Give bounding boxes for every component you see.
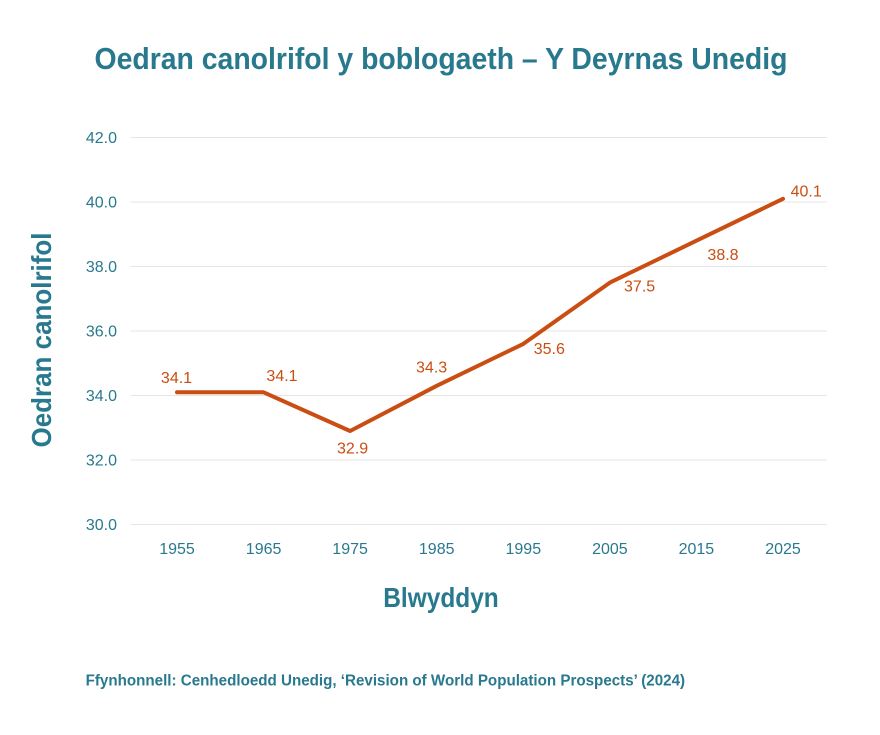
svg-text:2015: 2015 [679, 541, 715, 558]
svg-text:1995: 1995 [506, 541, 542, 558]
svg-text:1985: 1985 [419, 541, 455, 558]
svg-text:34.0: 34.0 [86, 388, 117, 405]
svg-text:32.0: 32.0 [86, 453, 117, 470]
svg-text:Oedran canolrifol y boblogaeth: Oedran canolrifol y boblogaeth – Y Deyrn… [95, 41, 788, 76]
svg-text:1975: 1975 [332, 541, 368, 558]
svg-text:37.5: 37.5 [624, 279, 655, 296]
svg-text:40.0: 40.0 [86, 195, 117, 212]
svg-text:34.3: 34.3 [416, 360, 447, 377]
svg-text:1955: 1955 [159, 541, 195, 558]
svg-text:38.0: 38.0 [86, 259, 117, 276]
svg-text:Oedran canolrifol: Oedran canolrifol [26, 233, 57, 448]
svg-text:2025: 2025 [765, 541, 801, 558]
svg-text:35.6: 35.6 [534, 341, 565, 358]
svg-text:Ffynhonnell: Cenhedloedd Unedi: Ffynhonnell: Cenhedloedd Unedig, ‘Revisi… [86, 672, 686, 689]
svg-text:1965: 1965 [246, 541, 282, 558]
svg-text:40.1: 40.1 [791, 183, 822, 200]
svg-text:38.8: 38.8 [707, 247, 738, 264]
svg-text:2005: 2005 [592, 541, 628, 558]
svg-text:36.0: 36.0 [86, 324, 117, 341]
svg-text:34.1: 34.1 [266, 368, 297, 385]
svg-text:32.9: 32.9 [337, 440, 368, 457]
svg-text:Blwyddyn: Blwyddyn [383, 582, 499, 613]
svg-text:34.1: 34.1 [161, 370, 192, 387]
svg-text:42.0: 42.0 [86, 130, 117, 147]
svg-text:30.0: 30.0 [86, 517, 117, 534]
